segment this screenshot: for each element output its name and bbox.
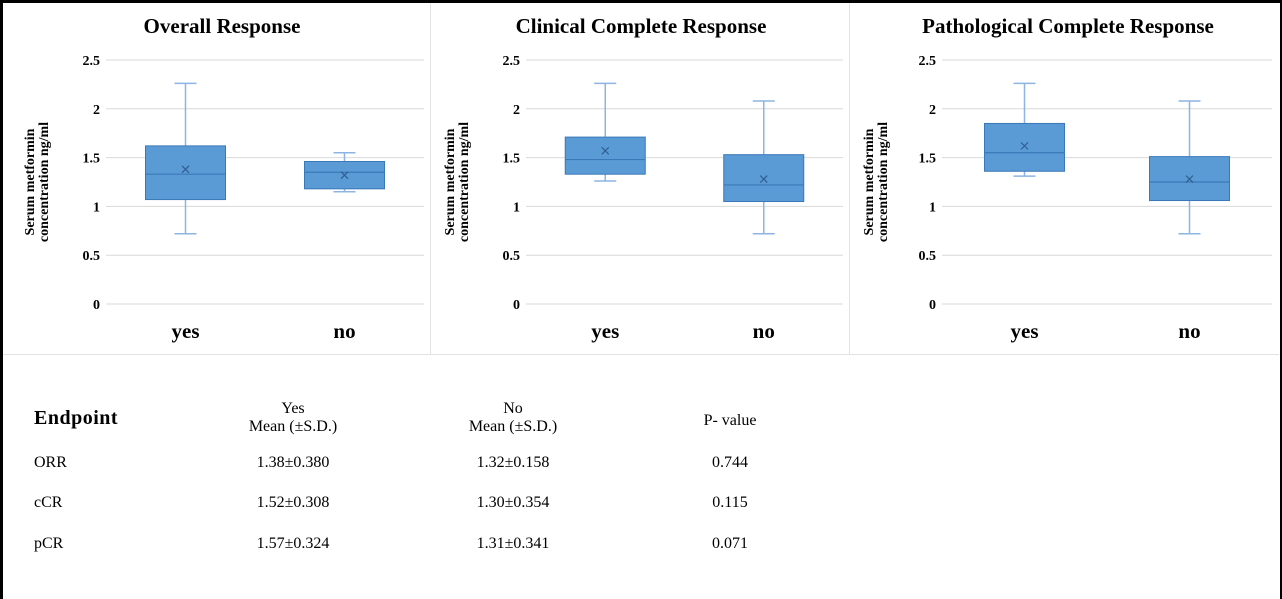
chart-svg-0: Overall Response 0 0.5 1 1.5 2 2.5 Serum metfor… [23,14,424,343]
box [145,145,226,201]
y-tick-label: 1 [929,200,936,215]
row-pvalue: 0.744 [712,454,748,471]
y-axis-label-line2: concentration ng/ml [37,122,52,242]
chart-panel-clinical: Clinical Complete Response 0 0.5 1 1.5 2 2.5 Se… [431,3,849,355]
mean-marker [1020,141,1029,150]
row-endpoint: pCR [34,535,64,552]
y-axis-label: Serum metformin concentration ng/ml [862,122,891,242]
row-yes-mean: 1.57±0.324 [256,535,330,552]
row-no-mean: 1.31±0.341 [476,535,550,552]
y-tick-label: 0.5 [919,249,937,264]
y-tick-label: 2 [513,103,520,118]
row-yes-mean: 1.52±0.308 [256,494,330,511]
header-endpoint: Endpoint [34,407,119,429]
panel-divider [430,3,431,355]
row-pvalue: 0.071 [712,535,748,552]
y-tick-label: 0.5 [83,249,101,264]
row-no-mean: 1.32±0.158 [476,454,550,471]
header-pvalue: P- value [703,412,757,429]
chart-title: Overall Response [144,14,301,38]
y-axis-label: Serum metformin concentration ng/ml [443,122,472,242]
header-no-line2: Mean (±S.D.) [468,418,558,435]
frame-top-border [0,0,1282,3]
row-yes-mean: 1.38±0.380 [256,454,330,471]
x-category-label: yes [172,319,200,343]
y-tick-label: 1.5 [83,152,101,167]
header-no: No Mean (±S.D.) [438,400,588,436]
y-axis-label-line1: Serum metformin [862,128,877,235]
y-axis-label-line2: concentration ng/ml [876,122,891,242]
mean-marker [759,175,768,183]
frame-right-border [1280,0,1282,599]
y-tick-label: 0 [93,298,100,313]
chart-title: Pathological Complete Response [922,14,1214,38]
y-tick-label: 1.5 [919,152,937,167]
row-endpoint: cCR [34,494,63,511]
row-pvalue: 0.115 [712,494,748,511]
x-category-label: yes [1011,319,1039,343]
y-tick-label: 1 [513,200,520,215]
row-endpoint: ORR [34,454,67,471]
chart-svg-2: Pathological Complete Response 0 0.5 1 1.5 2 2… [862,14,1272,343]
chart-svg-1: Clinical Complete Response 0 0.5 1 1.5 2 2.5 Se… [443,14,843,343]
x-category-label: no [753,319,775,343]
y-tick-label: 1 [93,200,100,215]
x-category-label: no [333,319,355,343]
y-tick-label: 1.5 [503,152,521,167]
header-yes: Yes Mean (±S.D.) [218,400,368,436]
x-category-label: yes [591,319,619,343]
chart-title: Clinical Complete Response [516,14,767,38]
mean-marker [181,165,190,174]
mean-marker [340,171,349,180]
y-tick-label: 2 [93,103,100,118]
y-tick-label: 2.5 [503,54,521,69]
box [723,154,805,203]
y-tick-label: 0 [513,298,520,313]
header-yes-line2: Mean (±S.D.) [248,418,338,435]
y-axis-label-line2: concentration ng/ml [457,122,472,242]
mean-marker [601,146,610,155]
x-category-label: no [1178,319,1200,343]
y-axis-label-line1: Serum metformin [23,128,38,235]
header-yes-line1: Yes [281,400,305,417]
y-tick-label: 2.5 [919,54,937,69]
panel-divider [849,3,850,355]
row-no-mean: 1.30±0.354 [476,494,550,511]
mean-marker [1185,175,1194,183]
y-tick-label: 2.5 [83,54,101,69]
y-tick-label: 0 [929,298,936,313]
y-axis-label-line1: Serum metformin [443,128,458,235]
header-no-line1: No [503,400,523,417]
box [564,136,646,175]
section-separator [3,354,1279,355]
box [984,122,1065,172]
stats-table: Endpoint Yes Mean (±S.D.) No Mean (±S.D.… [0,360,1282,599]
y-axis-label: Serum metformin concentration ng/ml [23,122,52,242]
y-tick-label: 0.5 [503,249,521,264]
chart-panel-overall: Overall Response 0 0.5 1 1.5 2 2.5 Serum metfor… [4,3,430,355]
chart-panel-pathological: Pathological Complete Response 0 0.5 1 1.5 2 2… [850,3,1278,355]
frame-left-border [0,0,3,599]
y-tick-label: 2 [929,103,936,118]
